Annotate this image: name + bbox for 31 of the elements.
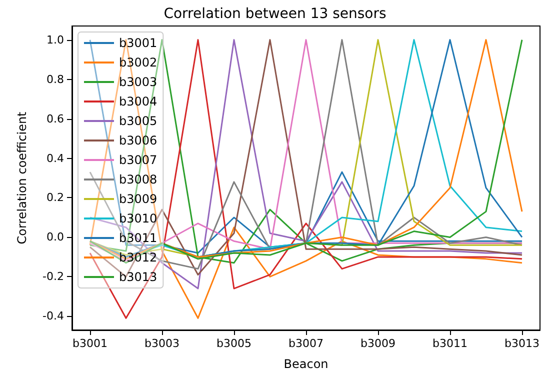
x-tick-label: b3001 [72, 337, 108, 350]
legend-label: b3007 [119, 153, 158, 167]
legend-label: b3013 [119, 270, 158, 284]
x-axis-title: Beacon [284, 357, 328, 371]
legend-label: b3012 [119, 250, 158, 264]
y-tick-label: 0.0 [46, 230, 64, 244]
legend-label: b3002 [119, 56, 158, 70]
y-tick-label: 0.4 [46, 152, 64, 165]
y-tick-label: 1.0 [46, 33, 64, 46]
y-tick-label: 0.8 [46, 72, 64, 86]
legend-label: b3010 [119, 212, 158, 226]
y-tick-label: 0.2 [46, 191, 64, 204]
x-tick-label: b3013 [504, 337, 540, 350]
legend-label: b3003 [119, 75, 158, 89]
legend-label: b3008 [119, 172, 158, 186]
x-tick-label: b3011 [432, 337, 468, 350]
x-tick-label: b3007 [288, 337, 324, 350]
x-tick-label: b3003 [144, 337, 180, 350]
chart-title: Correlation between 13 sensors [164, 6, 386, 22]
y-tick-label: 0.6 [46, 112, 64, 126]
y-tick-label: -0.2 [42, 270, 64, 284]
x-tick-label: b3005 [216, 337, 252, 350]
y-axis-title: Correlation coefficient [15, 111, 29, 244]
legend-label: b3004 [119, 94, 158, 108]
legend-label: b3009 [119, 192, 158, 206]
x-tick-label: b3009 [360, 337, 396, 350]
legend-label: b3005 [119, 114, 158, 128]
legend-label: b3001 [119, 36, 158, 50]
legend-label: b3006 [119, 134, 158, 148]
legend-label: b3011 [119, 231, 158, 245]
y-tick-label: -0.4 [42, 310, 64, 323]
